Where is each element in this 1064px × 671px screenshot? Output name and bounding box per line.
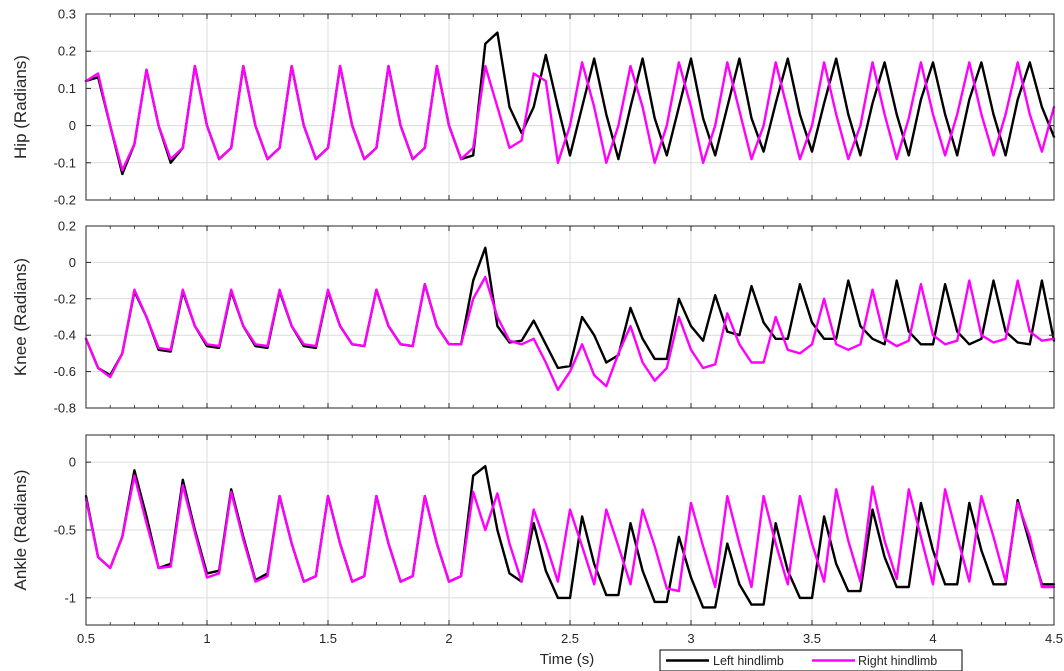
y-tick-label: -0.4 xyxy=(54,328,76,343)
legend-box xyxy=(659,649,963,671)
x-tick-label: 3.5 xyxy=(803,631,821,646)
legend-label-left-hindlimb: Left hindlimb xyxy=(713,654,784,668)
y-tick-label: -0.1 xyxy=(54,155,76,170)
x-axis-label: Time (s) xyxy=(540,651,594,668)
panel-ankle: -1 -0.5 0 Ankle (Radians) 0.5 1 1.5 2 2.5 3 3.5 4 4.… xyxy=(11,434,1063,646)
legend-label-right-hindlimb: Right hindlimb xyxy=(858,654,937,668)
x-tick-label: 2.5 xyxy=(561,631,579,646)
x-tick-label: 0.5 xyxy=(77,631,95,646)
y-tick-label: 0.2 xyxy=(58,219,76,234)
y-tick-label: -0.8 xyxy=(54,401,76,416)
x-tick-label: 1.5 xyxy=(319,631,337,646)
y-tick-label: -0.6 xyxy=(54,364,76,379)
x-tick-label: 4.5 xyxy=(1045,631,1063,646)
y-tick-label: 0.2 xyxy=(58,44,76,59)
panel-hip: -0.2 -0.1 0 0.1 0.2 0.3 Hip (Radians) xyxy=(11,7,1056,208)
panel-knee: -0.8 -0.6 -0.4 -0.2 0 0.2 Knee (Radians) xyxy=(11,219,1056,416)
series-line-right-hindlimb xyxy=(84,61,1056,172)
legend: Left hindlimb Right hindlimb xyxy=(659,649,963,671)
x-tick-label: 3 xyxy=(687,631,694,646)
y-tick-label: 0 xyxy=(69,255,76,270)
series-line-right-hindlimb xyxy=(84,275,1056,391)
x-tick-label: 4 xyxy=(929,631,936,646)
x-tick-label: 2 xyxy=(445,631,452,646)
y-tick-label: 0.3 xyxy=(58,7,76,22)
series-line-right-hindlimb xyxy=(84,474,1056,593)
y-tick-label: 0 xyxy=(69,118,76,133)
y-axis-label-hip: Hip (Radians) xyxy=(11,55,30,159)
y-axis-label-knee: Knee (Radians) xyxy=(11,258,30,376)
y-tick-label: -1 xyxy=(64,590,76,605)
y-tick-label: -0.2 xyxy=(54,193,76,208)
y-tick-label: 0 xyxy=(69,455,76,470)
y-tick-label: -0.5 xyxy=(54,523,76,538)
y-tick-label: -0.2 xyxy=(54,291,76,306)
x-tick-label: 1 xyxy=(203,631,210,646)
y-tick-label: 0.1 xyxy=(58,81,76,96)
y-axis-label-ankle: Ankle (Radians) xyxy=(11,470,30,591)
